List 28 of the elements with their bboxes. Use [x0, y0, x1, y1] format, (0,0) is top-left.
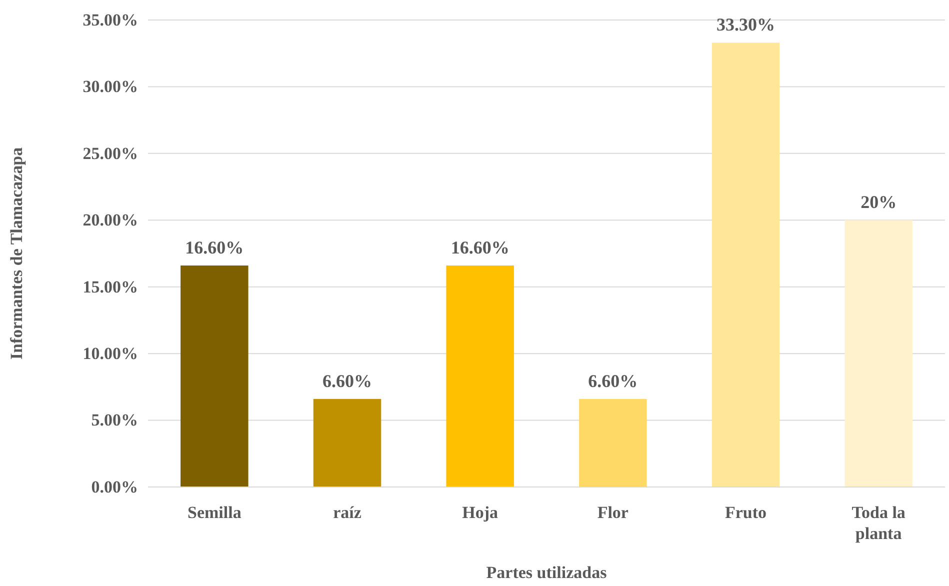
y-tick-label: 25.00%: [82, 144, 138, 163]
y-tick-label: 0.00%: [91, 477, 138, 496]
x-tick-label: raíz: [333, 503, 362, 522]
y-tick-label: 20.00%: [82, 210, 138, 230]
bar: [446, 266, 514, 487]
x-tick-label: Toda la planta: [852, 503, 906, 543]
y-tick-label: 30.00%: [82, 77, 138, 96]
y-tick-label: 35.00%: [82, 10, 138, 30]
data-label: 16.60%: [185, 238, 244, 258]
x-tick-label: Hoja: [462, 503, 499, 522]
bar: [579, 398, 647, 487]
x-tick-label: Fruto: [724, 503, 767, 522]
bar: [712, 42, 780, 487]
bar: [844, 220, 912, 487]
y-tick-label: 10.00%: [82, 344, 138, 364]
data-label: 16.60%: [450, 238, 510, 258]
data-label: 6.60%: [588, 370, 638, 391]
x-tick-label: Semilla: [187, 503, 242, 522]
x-tick-label: Flor: [597, 503, 629, 522]
data-label: 20%: [860, 192, 897, 212]
y-axis-title: Informantes de Tlamacazapa: [7, 146, 26, 360]
bar: [180, 266, 248, 487]
y-tick-label: 15.00%: [82, 277, 138, 296]
data-label: 6.60%: [322, 370, 372, 391]
data-label: 33.30%: [716, 14, 775, 35]
x-axis-title: Partes utilizadas: [486, 563, 608, 582]
bar: [313, 398, 382, 487]
y-tick-label: 5.00%: [91, 410, 138, 430]
